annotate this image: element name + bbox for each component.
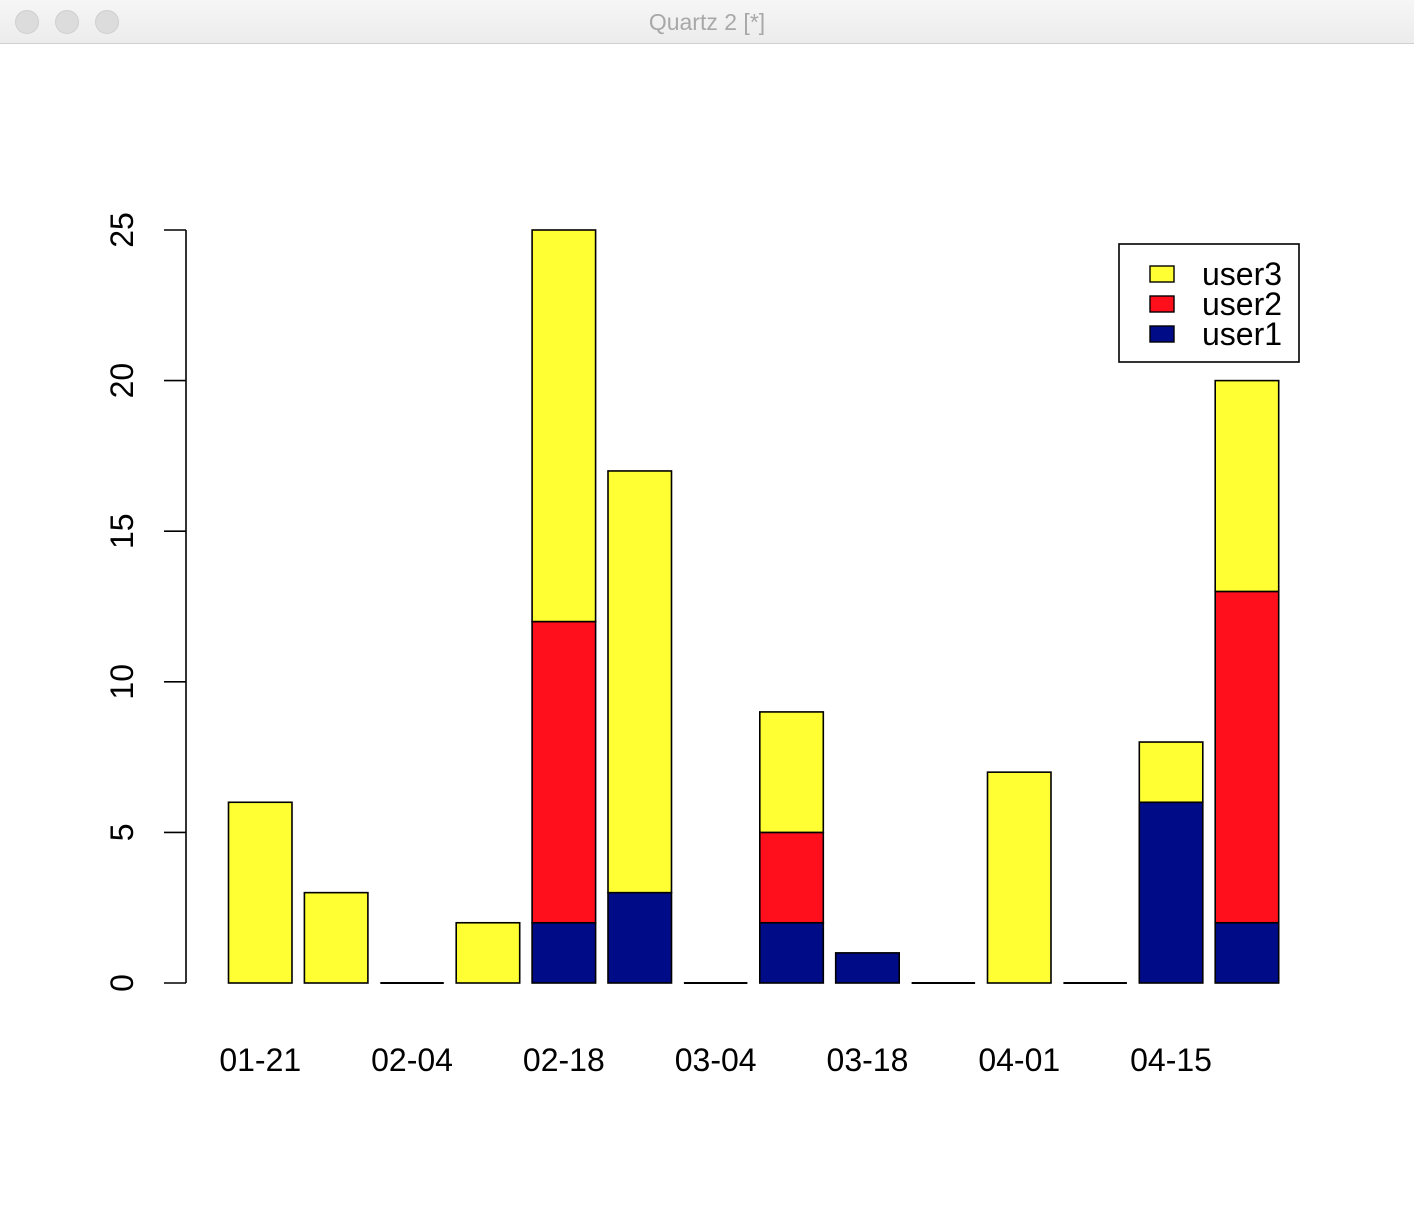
bar-user3-02-18 (531, 229, 597, 623)
bar-user3-02-25 (607, 470, 673, 894)
window-title: Quartz 2 [*] (648, 9, 766, 35)
x-tick-label: 02-18 (523, 1042, 605, 1078)
bar-user3-03-11 (758, 711, 825, 834)
y-tick-label: 15 (104, 513, 140, 549)
bar-user2-03-11 (758, 831, 825, 924)
bar-user2-04-22 (1214, 590, 1280, 924)
x-tick-label: 04-15 (1130, 1042, 1212, 1078)
bar-user3-01-21 (227, 801, 293, 984)
y-tick-label: 10 (104, 664, 140, 700)
bar-user3-04-22 (1214, 379, 1280, 593)
legend-swatch-user1 (1149, 325, 1175, 343)
legend-swatch-user2 (1149, 295, 1175, 313)
y-tick-label: 0 (104, 974, 140, 992)
x-tick-label: 01-21 (219, 1042, 301, 1078)
minimize-window-button[interactable] (55, 10, 79, 34)
bar-user1-04-22 (1214, 921, 1280, 984)
legend-label-user1: user1 (1202, 316, 1282, 352)
bar-user1-04-15 (1138, 801, 1204, 984)
bar-user3-01-28 (303, 891, 369, 984)
bar-user3-02-11 (455, 921, 521, 984)
legend-label-user2: user2 (1202, 286, 1282, 322)
bar-user3-04-01 (986, 771, 1052, 984)
bar-user2-02-18 (531, 620, 597, 924)
y-tick-label: 5 (104, 824, 140, 842)
legend-box (1118, 243, 1300, 363)
title-bar[interactable]: Quartz 2 [*] (0, 0, 1414, 44)
close-window-button[interactable] (15, 10, 39, 34)
stacked-bar-chart: 0 5 10 15 20 25 01-21 02-04 02-18 03-04 03-18 04-01… (104, 212, 1300, 1078)
zoom-window-button[interactable] (95, 10, 119, 34)
y-tick-label: 25 (104, 212, 140, 248)
x-tick-label: 03-18 (827, 1042, 909, 1078)
bar-user3-04-15 (1138, 741, 1204, 804)
bar-user1-02-18 (531, 921, 597, 984)
x-tick-label: 04-01 (978, 1042, 1060, 1078)
bar-user1-03-11 (758, 921, 825, 984)
x-tick-label: 02-04 (371, 1042, 453, 1078)
y-tick-label: 20 (104, 363, 140, 399)
bar-user1-03-18 (834, 952, 901, 984)
legend-swatch-user3 (1149, 265, 1175, 283)
legend-label-user3: user3 (1202, 256, 1282, 292)
plot-area: 0 5 10 15 20 25 01-21 02-04 02-18 03-04 03-18 04-01… (0, 44, 1414, 1222)
x-tick-label: 03-04 (675, 1042, 757, 1078)
bar-user1-02-25 (607, 891, 673, 984)
